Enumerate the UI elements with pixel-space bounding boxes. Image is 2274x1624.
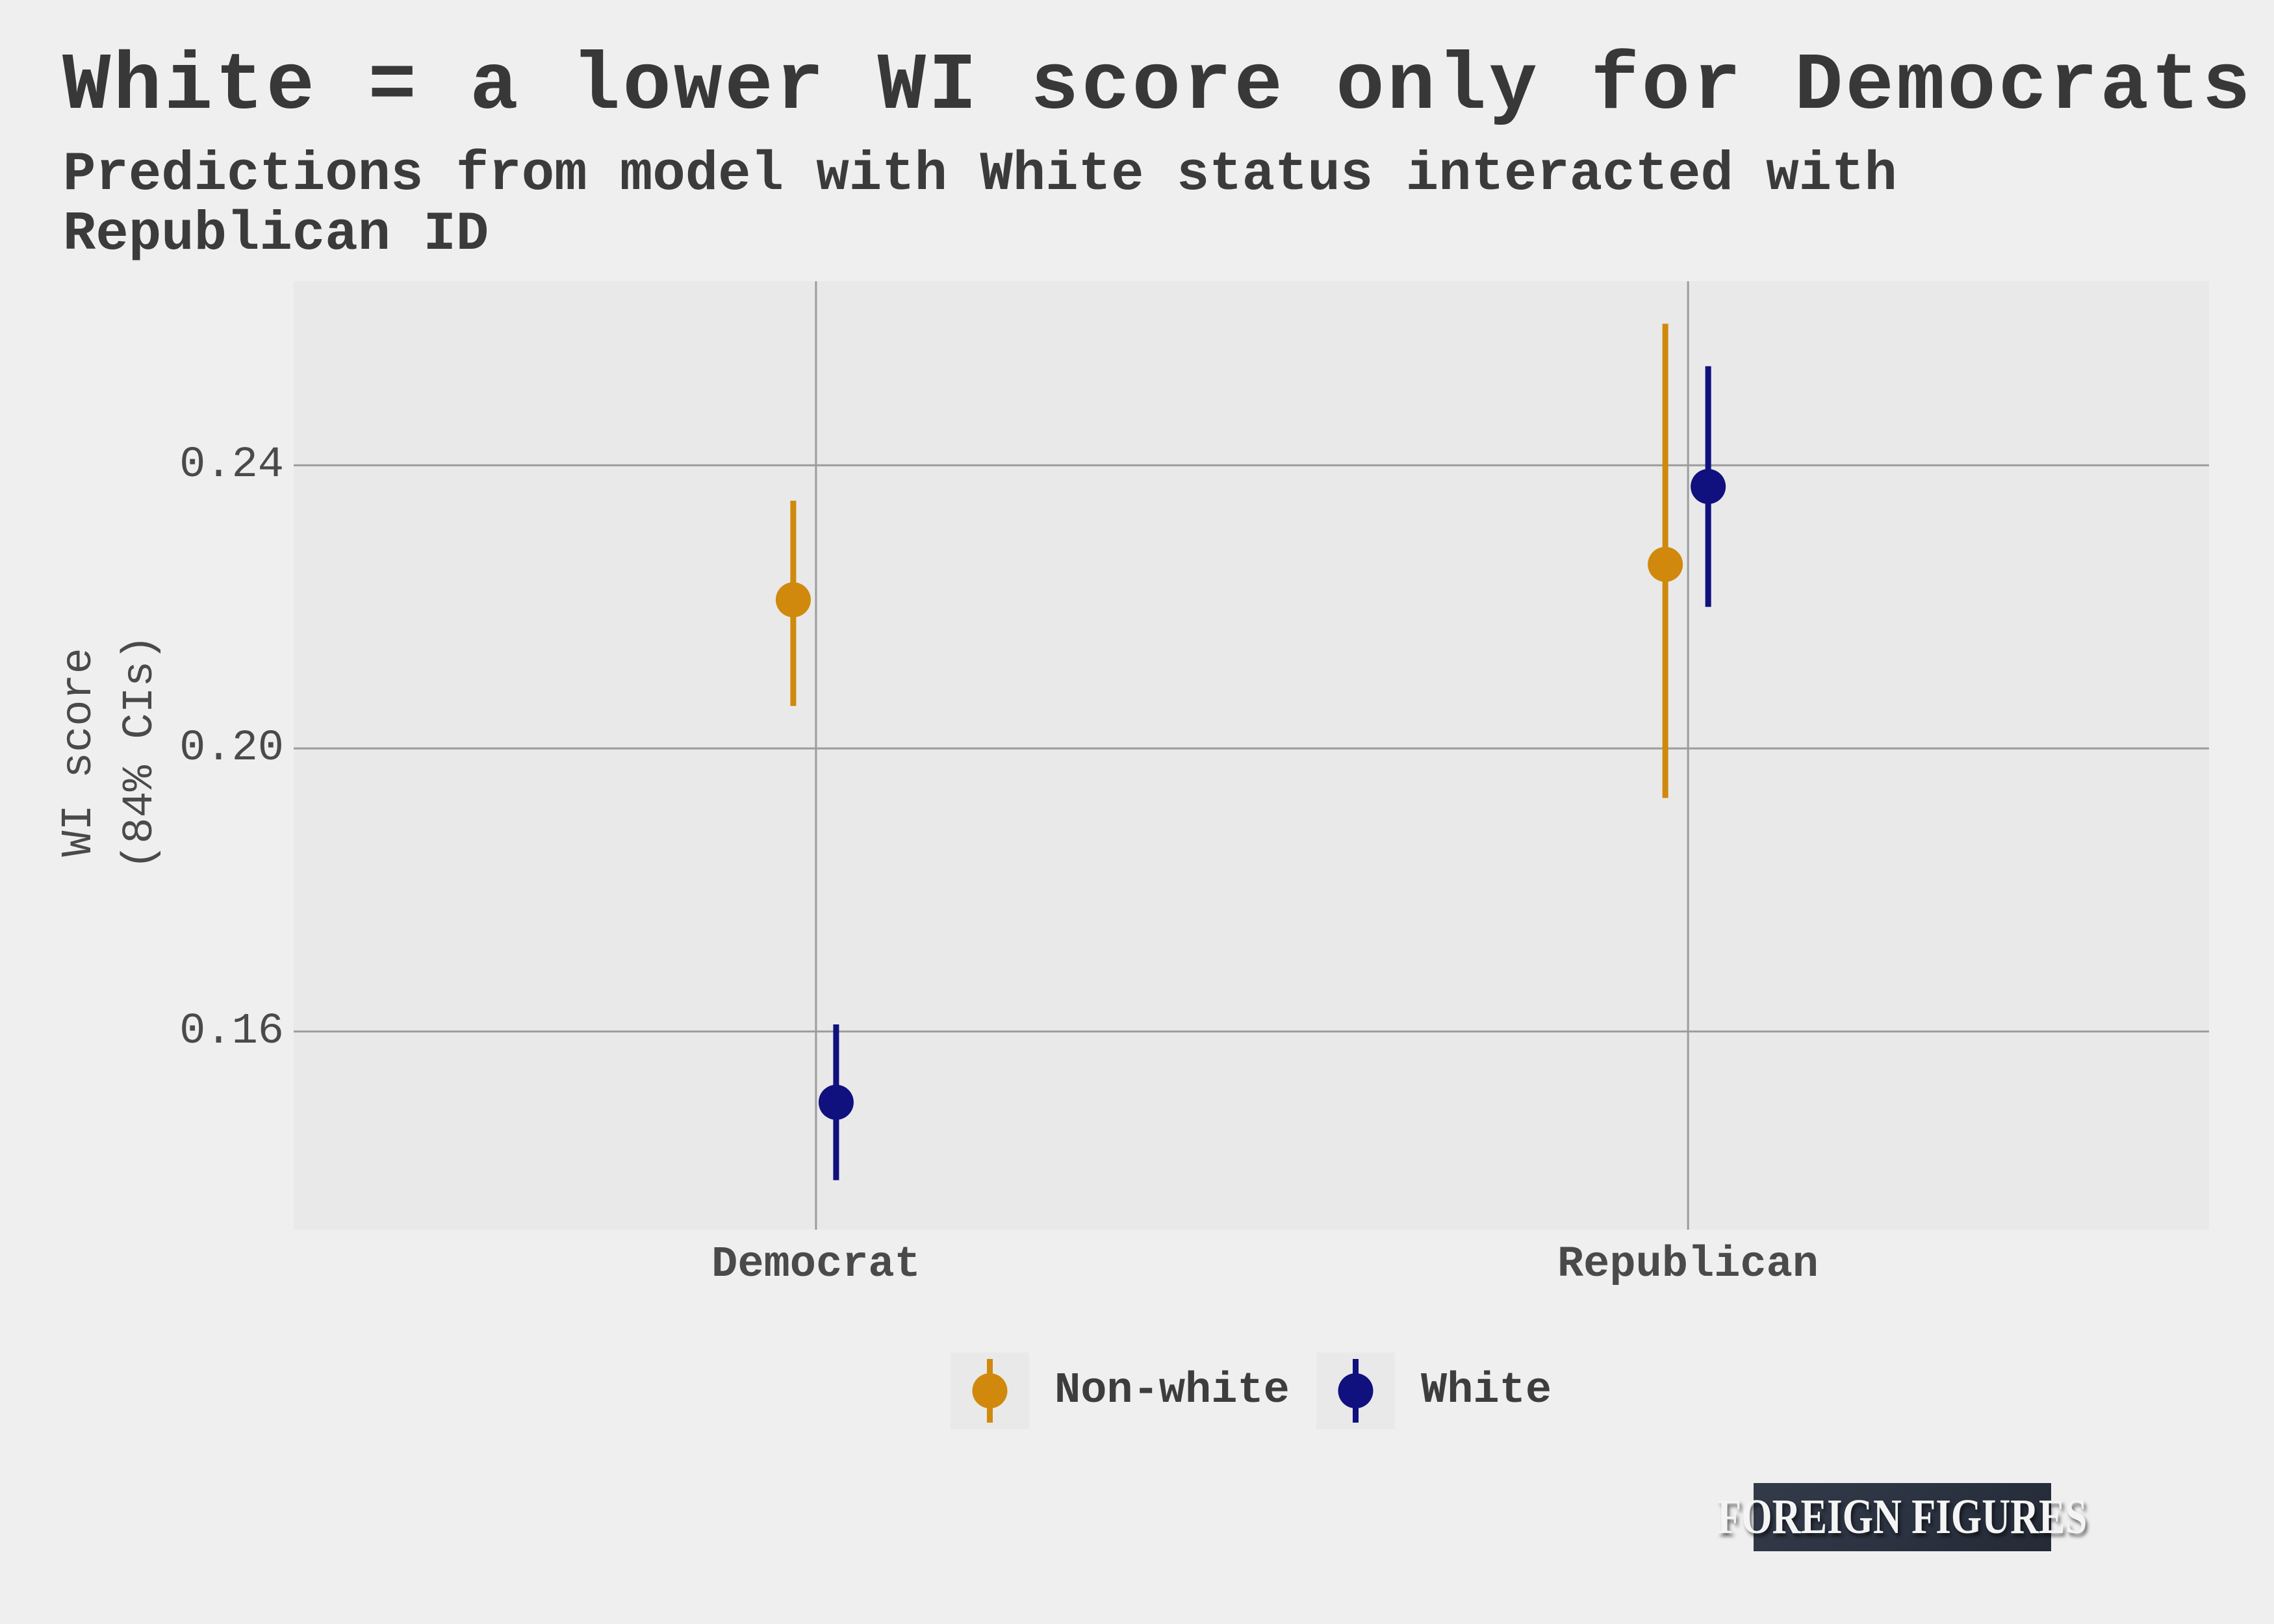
x-axis-label-democrat: Democrat <box>711 1240 921 1289</box>
chart-title: White = a lower WI score only for Democr… <box>62 42 2253 133</box>
y-tick-label-016: 0.16 <box>179 1007 284 1056</box>
chart-subtitle-line2: Republican ID <box>63 204 489 266</box>
pointrange-icon <box>1338 1359 1373 1423</box>
point-estimate <box>1648 546 1683 582</box>
legend-key-white <box>1316 1352 1395 1429</box>
y-tick-label-024: 0.24 <box>179 440 284 490</box>
point-estimate <box>818 1084 854 1120</box>
brand-logo-text: FOREIGN FIGURES <box>1717 1490 2088 1544</box>
x-axis-label-republican: Republican <box>1557 1240 1819 1289</box>
legend-label-non-white: Non-white <box>1054 1366 1290 1415</box>
plot-panel <box>294 281 2209 1230</box>
legend-key-non-white <box>951 1352 1029 1429</box>
point-estimate <box>775 582 811 618</box>
legend-label-white: White <box>1421 1366 1552 1415</box>
grid-layer <box>294 281 2209 1230</box>
point-estimate <box>1691 468 1726 504</box>
y-tick-label-020: 0.20 <box>179 724 284 773</box>
brand-logo: FOREIGN FIGURES <box>1717 1483 2088 1551</box>
data-layer <box>775 324 1726 1180</box>
chart-subtitle-line1: Predictions from model with White status… <box>63 144 1897 206</box>
pointrange-icon <box>972 1359 1008 1423</box>
